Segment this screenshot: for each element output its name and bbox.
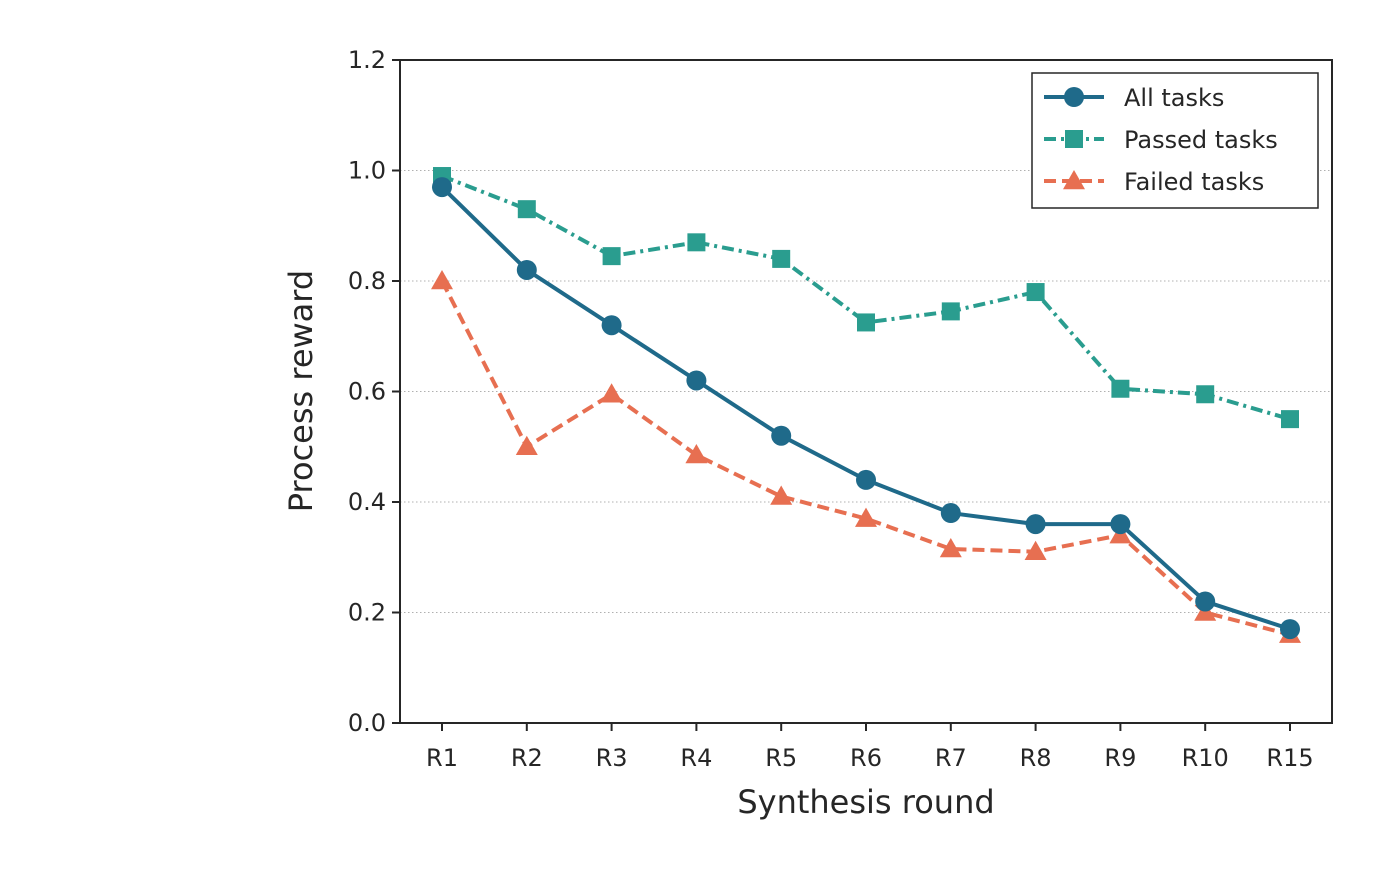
data-point	[1024, 540, 1047, 560]
data-point	[1195, 591, 1216, 612]
x-tick-label: R6	[850, 744, 882, 772]
data-point	[1111, 379, 1130, 398]
series-all-tasks	[432, 177, 1300, 640]
data-point	[771, 425, 792, 446]
x-tick-label: R8	[1020, 744, 1052, 772]
y-tick-label: 0.2	[348, 599, 386, 627]
data-point	[1280, 619, 1300, 640]
legend-label: All tasks	[1124, 84, 1224, 112]
data-point	[431, 270, 453, 290]
legend-label: Failed tasks	[1124, 168, 1264, 196]
data-point	[602, 247, 621, 266]
data-point	[856, 469, 876, 490]
y-tick-label: 1.2	[348, 46, 386, 74]
x-tick-label: R3	[596, 744, 628, 772]
data-point	[515, 435, 538, 455]
data-point	[1026, 283, 1045, 302]
data-point	[941, 302, 960, 321]
data-point	[1196, 385, 1215, 404]
data-point	[432, 177, 452, 198]
series	[431, 167, 1301, 643]
series-passed-tasks	[433, 167, 1299, 429]
x-tick-label: R4	[680, 744, 712, 772]
data-point	[517, 200, 536, 219]
data-point	[940, 503, 961, 524]
legend-item: Failed tasks	[1044, 168, 1264, 196]
x-tick-label: R9	[1104, 744, 1136, 772]
y-tick-label: 0.4	[348, 488, 386, 516]
data-point	[939, 537, 962, 558]
data-point	[855, 507, 877, 527]
data-point	[600, 383, 623, 403]
data-point	[1025, 514, 1046, 535]
y-axis-title: Process reward	[282, 270, 320, 512]
series-line	[441, 174, 1291, 422]
x-tick-label: R1	[426, 744, 458, 772]
data-point	[857, 313, 875, 332]
x-tick-label: R10	[1182, 744, 1229, 772]
data-point	[1110, 514, 1131, 535]
plot-frame	[399, 59, 1333, 724]
legend-marker	[1065, 130, 1083, 148]
x-tick-label: R5	[765, 744, 797, 772]
series-line	[440, 280, 1291, 637]
x-tick-label: R2	[511, 744, 543, 772]
legend-item: All tasks	[1044, 84, 1224, 112]
legend-marker	[1064, 87, 1084, 107]
data-point	[685, 444, 708, 464]
series-line	[440, 185, 1291, 631]
data-point	[601, 315, 622, 336]
data-point	[516, 259, 537, 280]
y-tick-label: 1.0	[348, 157, 386, 185]
data-point	[770, 485, 793, 505]
axis-labels: Synthesis round Process reward	[282, 270, 995, 821]
x-tick-label: R15	[1266, 744, 1313, 772]
axes: 0.0 0.2 0.4 0.6 0.8 1.0 1.2 R1 R2 R3 R4 R5 R6 R7 R8 R9 R…	[348, 46, 1333, 772]
x-tick-label: R7	[935, 744, 967, 772]
data-point	[772, 249, 791, 268]
data-point	[1281, 410, 1299, 429]
data-point	[687, 233, 706, 252]
legend-item: Passed tasks	[1044, 126, 1278, 154]
y-tick-label: 0.6	[348, 378, 386, 406]
legend: All tasks Passed tasks Failed tasks	[1031, 72, 1319, 209]
legend-label: Passed tasks	[1124, 126, 1278, 154]
legend-marker	[1063, 170, 1085, 190]
y-tick-label: 0.0	[348, 709, 386, 737]
data-point	[686, 370, 707, 391]
gridlines	[400, 170, 1332, 613]
x-axis-title: Synthesis round	[737, 783, 994, 821]
y-tick-label: 0.8	[348, 267, 386, 295]
